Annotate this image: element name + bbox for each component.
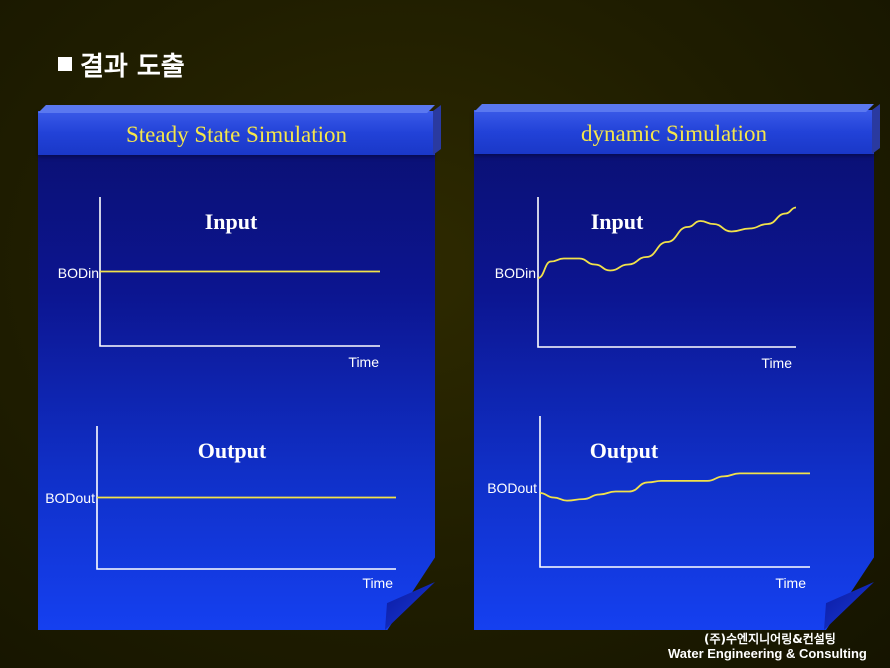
dynamic-input-xlabel: Time	[761, 355, 792, 371]
steady-input-title: Input	[205, 209, 258, 234]
steady-charts: Input BODin Time Output BODout Time	[45, 197, 396, 591]
steady-input-xlabel: Time	[348, 354, 379, 370]
dynamic-output-line	[539, 472, 810, 502]
company-name-korean: (주)수엔지니어링&컨설팅	[704, 632, 836, 646]
panel-header: Steady State Simulation	[38, 105, 441, 155]
square-bullet-icon	[58, 57, 72, 71]
steady-output-xlabel: Time	[362, 575, 393, 591]
steady-state-panel: Steady State Simulation Input BODin Time…	[38, 105, 441, 630]
dynamic-output-xlabel: Time	[775, 575, 806, 591]
dynamic-input-axes	[537, 197, 796, 348]
panel-title: dynamic Simulation	[581, 121, 767, 146]
steady-input-axes	[99, 197, 380, 347]
dynamic-input-line	[537, 206, 797, 279]
steady-output-axes	[96, 426, 396, 570]
slide-title: 결과 도출	[58, 46, 185, 83]
slide-title-text: 결과 도출	[80, 52, 185, 82]
dynamic-input-ylabel: BODin	[495, 265, 536, 281]
panel-background	[38, 111, 435, 630]
company-name-english: Water Engineering & Consulting	[668, 646, 867, 661]
dynamic-output-title: Output	[590, 438, 659, 463]
dynamic-input-title: Input	[591, 209, 644, 234]
panel-title: Steady State Simulation	[125, 122, 348, 147]
steady-input-ylabel: BODin	[58, 265, 99, 281]
steady-output-title: Output	[198, 438, 267, 463]
panel-header: dynamic Simulation	[474, 104, 880, 154]
steady-output-ylabel: BODout	[45, 490, 95, 506]
dynamic-output-axes	[539, 416, 810, 568]
dynamic-panel: dynamic Simulation Input BODin Time Outp…	[474, 104, 880, 630]
dynamic-output-ylabel: BODout	[487, 480, 537, 496]
dynamic-charts: Input BODin Time Output BODout Time	[487, 197, 810, 591]
